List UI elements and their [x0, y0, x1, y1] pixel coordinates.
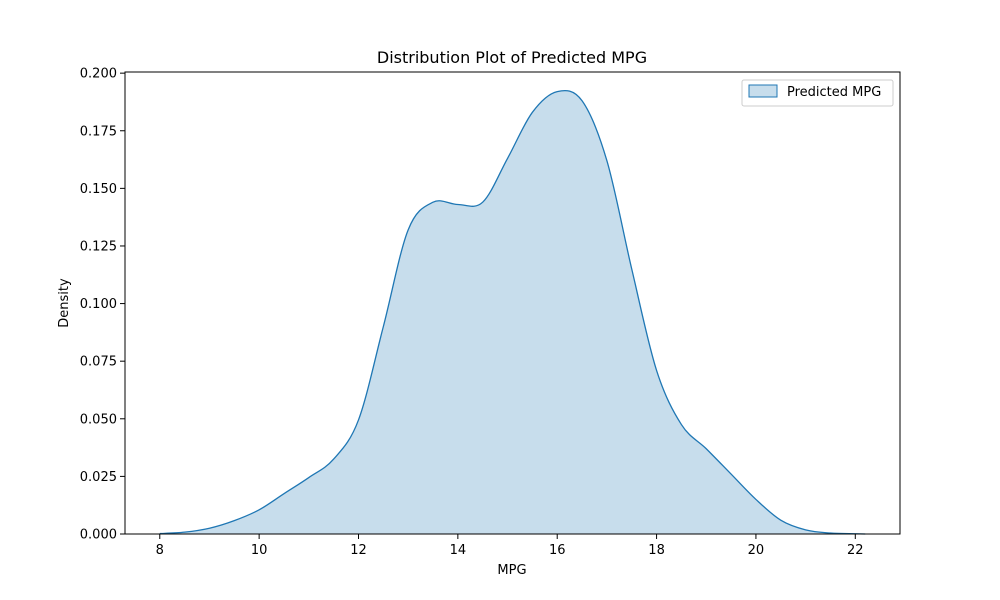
axes-frame	[124, 71, 901, 535]
y-tick-label: 0.175	[80, 124, 117, 139]
x-tick-label: 20	[748, 543, 765, 558]
y-tick-label: 0.075	[80, 355, 117, 370]
x-axis: 8 10 12 14 16 18 20 22	[156, 534, 864, 558]
x-axis-label: MPG	[497, 563, 526, 578]
y-axis: 0.000 0.025 0.050 0.075 0.100 0.125 0.150 0.175…	[80, 67, 125, 543]
y-tick-label: 0.100	[80, 297, 117, 312]
x-tick-label: 18	[648, 543, 665, 558]
legend-swatch	[748, 84, 778, 98]
x-tick-label: 8	[156, 543, 164, 558]
legend: Predicted MPG	[741, 79, 894, 107]
y-tick-label: 0.000	[80, 528, 117, 543]
y-tick-label: 0.025	[80, 470, 117, 485]
x-tick-label: 22	[847, 543, 864, 558]
y-tick-label: 0.125	[80, 239, 117, 254]
chart-title: Distribution Plot of Predicted MPG	[377, 48, 647, 67]
density-curve	[159, 89, 866, 535]
legend-label: Predicted MPG	[787, 85, 881, 100]
x-tick-label: 16	[549, 543, 566, 558]
legend-box	[741, 79, 894, 107]
y-tick-label: 0.050	[80, 412, 117, 427]
x-tick-label: 10	[251, 543, 268, 558]
x-tick-label: 14	[450, 543, 467, 558]
y-axis-label: Density	[57, 278, 72, 328]
x-tick-label: 12	[350, 543, 367, 558]
density-area-fill	[159, 90, 866, 534]
plot-area	[159, 89, 866, 535]
y-tick-label: 0.150	[80, 182, 117, 197]
y-tick-label: 0.200	[80, 67, 117, 82]
